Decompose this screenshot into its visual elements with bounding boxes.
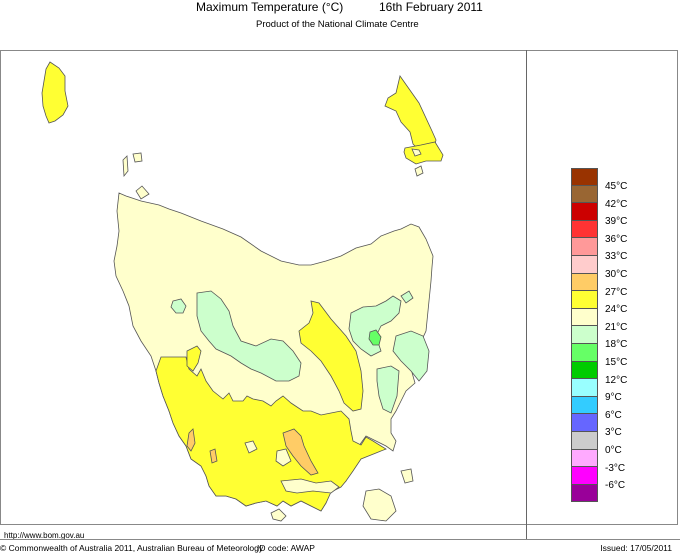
flinders-island	[384, 75, 437, 151]
legend-swatch	[571, 220, 598, 239]
tasmania-temperature-map	[41, 61, 444, 522]
legend-divider	[526, 50, 527, 539]
legend-swatch	[571, 168, 598, 186]
legend-swatch	[571, 431, 598, 450]
title-date: 16th February 2011	[379, 0, 483, 14]
legend-swatch	[571, 291, 598, 309]
footer-divider	[0, 539, 680, 540]
legend-label: -6°C	[605, 480, 626, 492]
legend-swatch	[571, 343, 598, 362]
cape-barren-island	[403, 141, 444, 165]
legend-label: 21°C	[605, 321, 628, 333]
legend-label: 36°C	[605, 233, 628, 245]
legend-label: 3°C	[605, 427, 622, 439]
legend-label: 42°C	[605, 198, 628, 210]
legend-label: 33°C	[605, 251, 628, 263]
legend-label: 9°C	[605, 392, 622, 404]
legend-swatch	[571, 396, 598, 415]
copyright-text: © Commonwealth of Australia 2011, Austra…	[0, 543, 264, 553]
subtitle: Product of the National Climate Centre	[256, 19, 419, 30]
legend-swatch	[571, 467, 598, 485]
legend-swatch	[571, 308, 598, 327]
legend-swatch	[571, 238, 598, 256]
legend-labels: 45°C 42°C 39°C 36°C 33°C 30°C 27°C 24°C …	[605, 178, 627, 495]
legend-label: 15°C	[605, 356, 628, 368]
issued-date: Issued: 17/05/2011	[600, 543, 672, 553]
legend-label: -3°C	[605, 462, 626, 474]
legend-swatch	[571, 255, 598, 274]
legend-label: 6°C	[605, 409, 622, 421]
legend-swatch	[571, 273, 598, 292]
title-text: Maximum Temperature (°C)	[196, 0, 344, 14]
legend-label: 30°C	[605, 268, 628, 280]
legend-label: 24°C	[605, 304, 628, 316]
king-island	[41, 61, 69, 124]
legend-swatch	[571, 203, 598, 221]
map-frame	[0, 50, 678, 525]
legend-label: 45°C	[605, 181, 628, 192]
legend-swatch	[571, 326, 598, 344]
legend-swatch	[571, 414, 598, 432]
legend-swatch	[571, 484, 598, 503]
legend-swatch	[571, 449, 598, 468]
map-area	[1, 51, 526, 524]
legend-label: 39°C	[605, 216, 628, 228]
legend-swatch	[571, 185, 598, 204]
color-legend	[571, 168, 598, 503]
legend-label: 0°C	[605, 444, 622, 456]
legend-swatch	[571, 361, 598, 380]
legend-label: 27°C	[605, 286, 628, 298]
id-code: ID code: AWAP	[257, 543, 315, 553]
legend-swatch	[571, 379, 598, 397]
legend-label: 12°C	[605, 374, 628, 386]
legend-label: 18°C	[605, 339, 628, 351]
chart-title: Maximum Temperature (°C) 16th February 2…	[0, 0, 680, 14]
website-link[interactable]: http://www.bom.gov.au	[4, 531, 85, 540]
